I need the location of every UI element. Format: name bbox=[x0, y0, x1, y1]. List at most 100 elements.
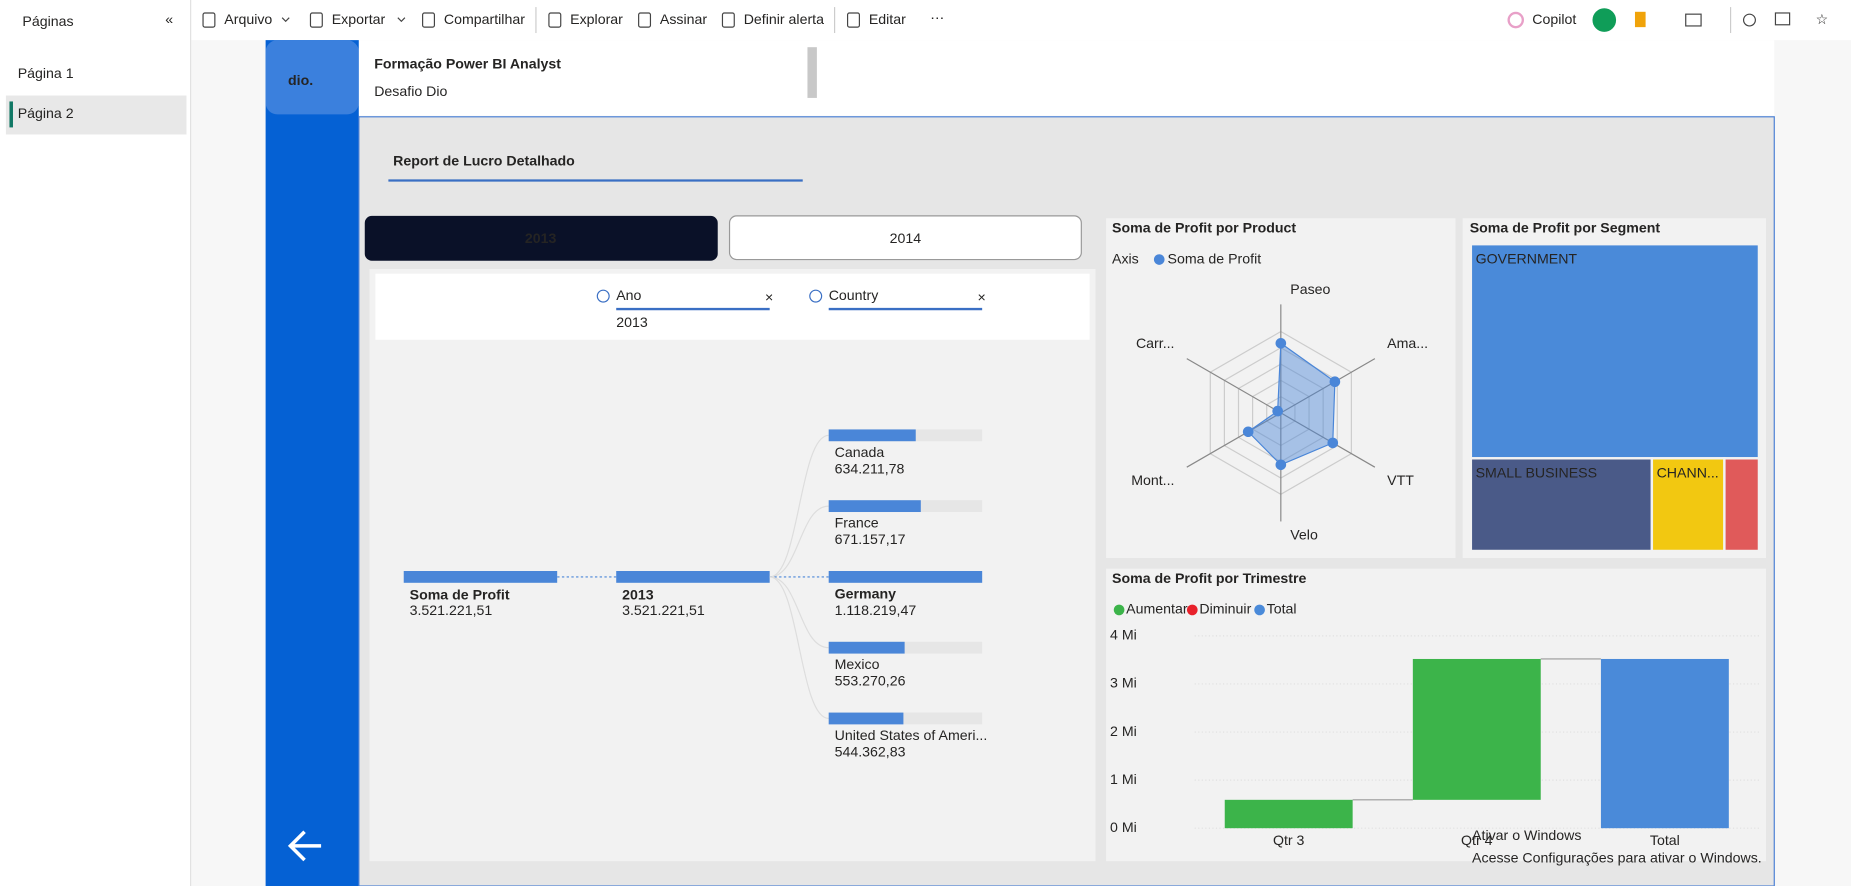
radar-axis bbox=[1186, 412, 1282, 468]
copilot-icon[interactable] bbox=[1507, 11, 1525, 29]
chart-title: Soma de Profit por Segment bbox=[1470, 221, 1661, 237]
y-tick-label: 1 Mi bbox=[1110, 772, 1137, 788]
y-tick-label: 4 Mi bbox=[1110, 628, 1137, 644]
node-value: 3.521.221,51 bbox=[410, 603, 493, 619]
y-tick-label: 0 Mi bbox=[1110, 820, 1137, 836]
year-button-label[interactable]: 2013 bbox=[525, 231, 557, 247]
page-selected-bg bbox=[5, 95, 187, 135]
filter-clear[interactable]: × bbox=[765, 290, 773, 306]
filter-header bbox=[375, 273, 1090, 340]
page-link[interactable]: Página 2 bbox=[18, 106, 74, 122]
toolbar-item[interactable]: Assinar bbox=[660, 12, 708, 28]
tile-label: GOVERNMENT bbox=[1476, 251, 1578, 267]
country-bar bbox=[828, 500, 921, 513]
decomposition-panel bbox=[369, 268, 1096, 862]
toolbar-icon[interactable] bbox=[638, 12, 652, 28]
toolbar-icon[interactable] bbox=[422, 12, 436, 28]
radar-axis bbox=[1280, 358, 1376, 414]
node-label: Soma de Profit bbox=[410, 588, 510, 604]
country-bar bbox=[828, 641, 905, 654]
node-value: 3.521.221,51 bbox=[622, 603, 705, 619]
chart-title: Soma de Profit por Trimestre bbox=[1112, 571, 1306, 587]
axis-label: VTT bbox=[1387, 473, 1414, 489]
filter-clear[interactable]: × bbox=[977, 290, 985, 306]
toolbar-item[interactable]: Definir alerta bbox=[744, 12, 824, 28]
logo-area bbox=[265, 40, 359, 115]
logo: dio. bbox=[288, 73, 313, 89]
toolbar-item[interactable]: Compartilhar bbox=[444, 12, 525, 28]
year-button-active[interactable] bbox=[364, 215, 718, 261]
toolbar-item[interactable]: Editar bbox=[869, 12, 906, 28]
legend-label: Diminuir bbox=[1199, 602, 1251, 618]
view-icon[interactable] bbox=[1685, 13, 1702, 27]
legend-dot bbox=[1186, 604, 1198, 616]
waterfall-bar[interactable] bbox=[1412, 658, 1541, 800]
blue-strip bbox=[265, 40, 359, 886]
toolbar-icon[interactable] bbox=[548, 12, 562, 28]
country-label: Mexico bbox=[835, 657, 880, 673]
waterfall-bar[interactable] bbox=[1224, 799, 1353, 829]
page-selected-marker bbox=[9, 101, 13, 128]
radar-point bbox=[1275, 337, 1287, 349]
radar-point bbox=[1329, 376, 1341, 388]
copilot[interactable]: Copilot bbox=[1532, 12, 1576, 28]
treemap-tile[interactable] bbox=[1650, 457, 1726, 553]
toolbar-icon[interactable] bbox=[202, 12, 216, 28]
toolbar-item[interactable]: Arquivo bbox=[224, 12, 272, 28]
header-bg bbox=[358, 40, 1775, 116]
toolbar-item[interactable]: Exportar bbox=[332, 12, 386, 28]
year-button[interactable] bbox=[728, 215, 1082, 261]
toolbar-icon[interactable] bbox=[309, 12, 323, 28]
radar-point bbox=[1275, 459, 1287, 471]
tile-label: CHANN... bbox=[1657, 465, 1719, 481]
country-value: 634.211,78 bbox=[835, 461, 905, 477]
collapse-icon[interactable]: « bbox=[165, 12, 173, 28]
back-button[interactable] bbox=[287, 830, 322, 862]
legend-dot bbox=[1153, 254, 1165, 265]
radar-point bbox=[1327, 437, 1339, 449]
country-bar bbox=[828, 571, 983, 583]
connector bbox=[769, 434, 829, 578]
toolbar-icon[interactable] bbox=[846, 12, 860, 28]
treemap-tile[interactable] bbox=[1469, 457, 1654, 553]
bar-track bbox=[828, 712, 983, 725]
comment-icon[interactable] bbox=[1774, 12, 1791, 26]
filter-field: Country bbox=[829, 288, 880, 304]
watermark-text: Acesse Configurações para ativar o Windo… bbox=[1472, 851, 1762, 867]
refresh-badge[interactable] bbox=[1592, 8, 1617, 32]
treemap-tile[interactable] bbox=[1723, 457, 1761, 553]
axis-label: Carr... bbox=[1136, 336, 1175, 352]
year-button-label[interactable]: 2014 bbox=[890, 231, 922, 247]
chart-title: Soma de Profit por Product bbox=[1112, 221, 1296, 237]
dropdown-chevron[interactable] bbox=[397, 17, 406, 23]
bulb-icon bbox=[596, 289, 610, 303]
legend-label: Total bbox=[1267, 602, 1297, 618]
legend-title: Axis bbox=[1112, 251, 1139, 267]
toolbar-icon[interactable] bbox=[721, 12, 735, 28]
country-label: Germany bbox=[835, 586, 897, 602]
y-tick-label: 3 Mi bbox=[1110, 676, 1137, 692]
report-title: Report de Lucro Detalhado bbox=[393, 153, 575, 169]
more-icon[interactable]: ⋯ bbox=[930, 11, 944, 27]
x-tick-label: Total bbox=[1650, 833, 1680, 849]
toolbar-item[interactable]: Explorar bbox=[570, 12, 623, 28]
treemap-tile[interactable] bbox=[1469, 243, 1761, 460]
radar-axis bbox=[1186, 358, 1282, 414]
bar-track bbox=[828, 641, 983, 654]
node-bar bbox=[403, 571, 558, 583]
bookmark-icon[interactable] bbox=[1634, 11, 1646, 28]
country-label: France bbox=[835, 516, 879, 532]
header-bar bbox=[807, 47, 817, 98]
y-tick-label: 2 Mi bbox=[1110, 724, 1137, 740]
reload-icon[interactable] bbox=[1742, 13, 1756, 27]
waterfall-bar[interactable] bbox=[1600, 658, 1729, 829]
page-link[interactable]: Página 1 bbox=[18, 66, 74, 82]
country-bar bbox=[828, 712, 904, 725]
country-value: 671.157,17 bbox=[835, 532, 906, 548]
country-bar bbox=[828, 429, 916, 442]
axis-label: Ama... bbox=[1387, 336, 1428, 352]
dropdown-chevron[interactable] bbox=[281, 17, 290, 23]
favorite-icon[interactable]: ☆ bbox=[1816, 12, 1829, 28]
connector bbox=[769, 576, 829, 720]
